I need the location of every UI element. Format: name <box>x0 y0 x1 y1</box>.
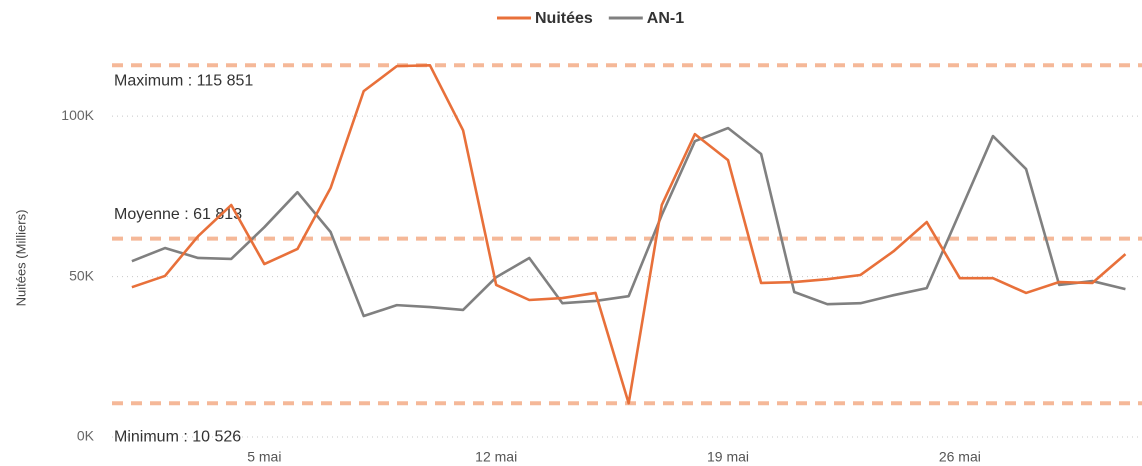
x-tick-label: 26 mai <box>939 449 981 465</box>
x-tick-label: 19 mai <box>707 449 749 465</box>
series-line <box>131 126 1126 318</box>
series-line <box>131 64 1127 405</box>
legend-label: Nuitées <box>535 10 593 27</box>
y-axis-label: Nuitées (Milliers) <box>13 210 28 307</box>
reference-label: Moyenne : 61 813 <box>114 206 242 223</box>
reference-label: Minimum : 10 526 <box>114 428 241 445</box>
y-tick-label: 0K <box>77 428 95 444</box>
y-tick-label: 50K <box>69 267 95 283</box>
y-tick-label: 100K <box>61 107 94 123</box>
reference-label: Maximum : 115 851 <box>114 73 253 90</box>
legend-label: AN-1 <box>647 10 684 27</box>
x-tick-label: 12 mai <box>475 449 517 465</box>
x-tick-label: 5 mai <box>247 449 281 465</box>
